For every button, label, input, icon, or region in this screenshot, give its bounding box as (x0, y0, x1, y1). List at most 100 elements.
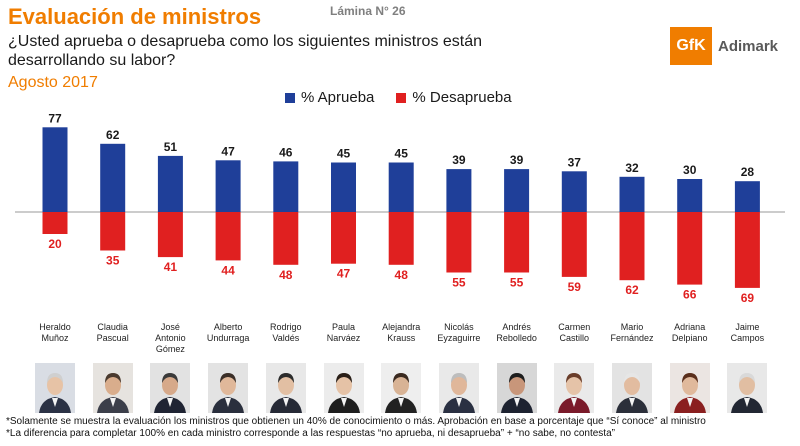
category-label-line: Nicolás (444, 322, 474, 332)
disapprove-value-label: 48 (395, 268, 409, 282)
category-label-line: Carmen (558, 322, 590, 332)
approval-chart: 77 20 Heraldo Muñoz 62 35 Claudia Pascual 51 41 Jo… (15, 111, 785, 354)
approve-value-label: 28 (741, 165, 755, 179)
disapprove-value-label: 55 (452, 276, 466, 290)
category-label-line: Rodrigo (270, 322, 302, 332)
disapprove-bar (619, 212, 645, 281)
category-label-line: Muñoz (41, 333, 69, 343)
disapprove-bar (42, 212, 68, 234)
approve-bar (446, 169, 472, 212)
footnote-2: *La diferencia para completar 100% en ca… (6, 428, 615, 439)
adimark-logo-text: Adimark (718, 37, 779, 55)
approve-bar (331, 162, 356, 212)
category-label-line: Krauss (387, 333, 416, 343)
category-label-line: Rebolledo (496, 333, 537, 343)
minister-portrait (496, 363, 537, 413)
category-label: José Antonio Gómez (155, 322, 186, 354)
page-title: Evaluación de ministros (8, 4, 262, 29)
minister-portrait (35, 363, 75, 413)
disapprove-bar (331, 212, 356, 264)
minister-portrait (669, 363, 710, 413)
category-label-line: Delpiano (672, 333, 708, 343)
approve-value-label: 39 (510, 153, 524, 167)
legend-swatch-disapprove (396, 92, 407, 103)
approve-bar (100, 143, 126, 212)
category-label: Rodrigo Valdés (270, 322, 302, 343)
category-label-line: Jaime (735, 322, 759, 332)
category-label-line: Undurraga (207, 333, 250, 343)
approve-value-label: 62 (106, 128, 120, 142)
category-label: Mario Fernández (610, 322, 654, 343)
disapprove-value-label: 41 (164, 260, 178, 274)
disapprove-value-label: 66 (683, 288, 697, 302)
approve-bar (157, 155, 183, 212)
minister-portrait (612, 363, 652, 413)
approve-value-label: 51 (164, 140, 178, 154)
category-label-line: Narváez (327, 333, 361, 343)
disapprove-bar (273, 212, 299, 265)
approve-bar (42, 127, 68, 212)
category-label-line: Paula (332, 322, 355, 332)
approve-bar (388, 162, 414, 212)
category-label: Paula Narváez (327, 322, 361, 343)
category-label-line: Castillo (560, 333, 590, 343)
approve-value-label: 39 (452, 153, 466, 167)
category-label: Andrés Rebolledo (496, 322, 537, 343)
legend-item-approve: % Aprueba (285, 89, 374, 106)
category-label-line: Heraldo (39, 322, 71, 332)
approve-bar (619, 176, 645, 212)
gfk-logo-mark: GfK (670, 27, 712, 65)
category-label: Adriana Delpiano (672, 322, 708, 343)
footnote-1: *Solamente se muestra la evaluación los … (6, 416, 706, 427)
approve-bar (561, 171, 587, 212)
approve-bar (504, 169, 530, 212)
disapprove-bar (388, 212, 414, 265)
disapprove-value-label: 59 (568, 280, 582, 294)
approve-value-label: 46 (279, 145, 293, 159)
category-label-line: Mario (621, 322, 644, 332)
category-label-line: Claudia (97, 322, 128, 332)
minister-portrait (727, 363, 768, 413)
approve-value-label: 77 (48, 111, 62, 125)
approve-value-label: 32 (625, 161, 639, 175)
category-label-line: Alberto (214, 322, 243, 332)
category-label-line: Adriana (674, 322, 705, 332)
approve-bar (273, 161, 299, 212)
minister-portrait (208, 363, 249, 413)
survey-date: Agosto 2017 (8, 74, 98, 91)
disapprove-bar (677, 212, 703, 285)
minister-portrait (381, 363, 422, 413)
legend-swatch-approve (285, 92, 295, 103)
approve-value-label: 45 (395, 147, 409, 161)
chart-legend: % Aprueba % Desaprueba (285, 89, 512, 106)
category-label-line: Antonio (155, 333, 186, 343)
minister-portrait (554, 363, 595, 413)
disapprove-value-label: 35 (106, 254, 120, 268)
minister-portrait (438, 363, 479, 413)
legend-label-approve: % Aprueba (301, 89, 375, 106)
survey-question: ¿Usted aprueba o desaprueba como los sig… (8, 33, 483, 69)
disapprove-bar (100, 212, 126, 251)
disapprove-value-label: 55 (510, 276, 524, 290)
category-label-line: Gómez (156, 344, 186, 354)
approve-bar (215, 160, 241, 212)
disapprove-bar (734, 212, 760, 288)
disapprove-value-label: 69 (741, 291, 755, 305)
slide-number: Lámina N° 26 (330, 4, 406, 18)
category-label: Alejandra Krauss (382, 322, 420, 343)
approve-bar (677, 179, 703, 212)
category-label: Alberto Undurraga (207, 322, 250, 343)
approve-value-label: 30 (683, 163, 697, 177)
disapprove-value-label: 44 (221, 263, 235, 277)
category-label: Nicolás Eyzaguirre (437, 322, 480, 343)
minister-portrait (150, 363, 191, 413)
minister-portrait (92, 363, 133, 413)
category-label: Carmen Castillo (558, 322, 590, 343)
disapprove-bar (561, 212, 587, 277)
category-label-line: Fernández (610, 333, 654, 343)
category-label-line: Pascual (97, 333, 129, 343)
category-label-line: José (161, 322, 180, 332)
approve-value-label: 47 (221, 144, 235, 158)
category-label-line: Eyzaguirre (437, 333, 480, 343)
category-label: Claudia Pascual (97, 322, 129, 343)
